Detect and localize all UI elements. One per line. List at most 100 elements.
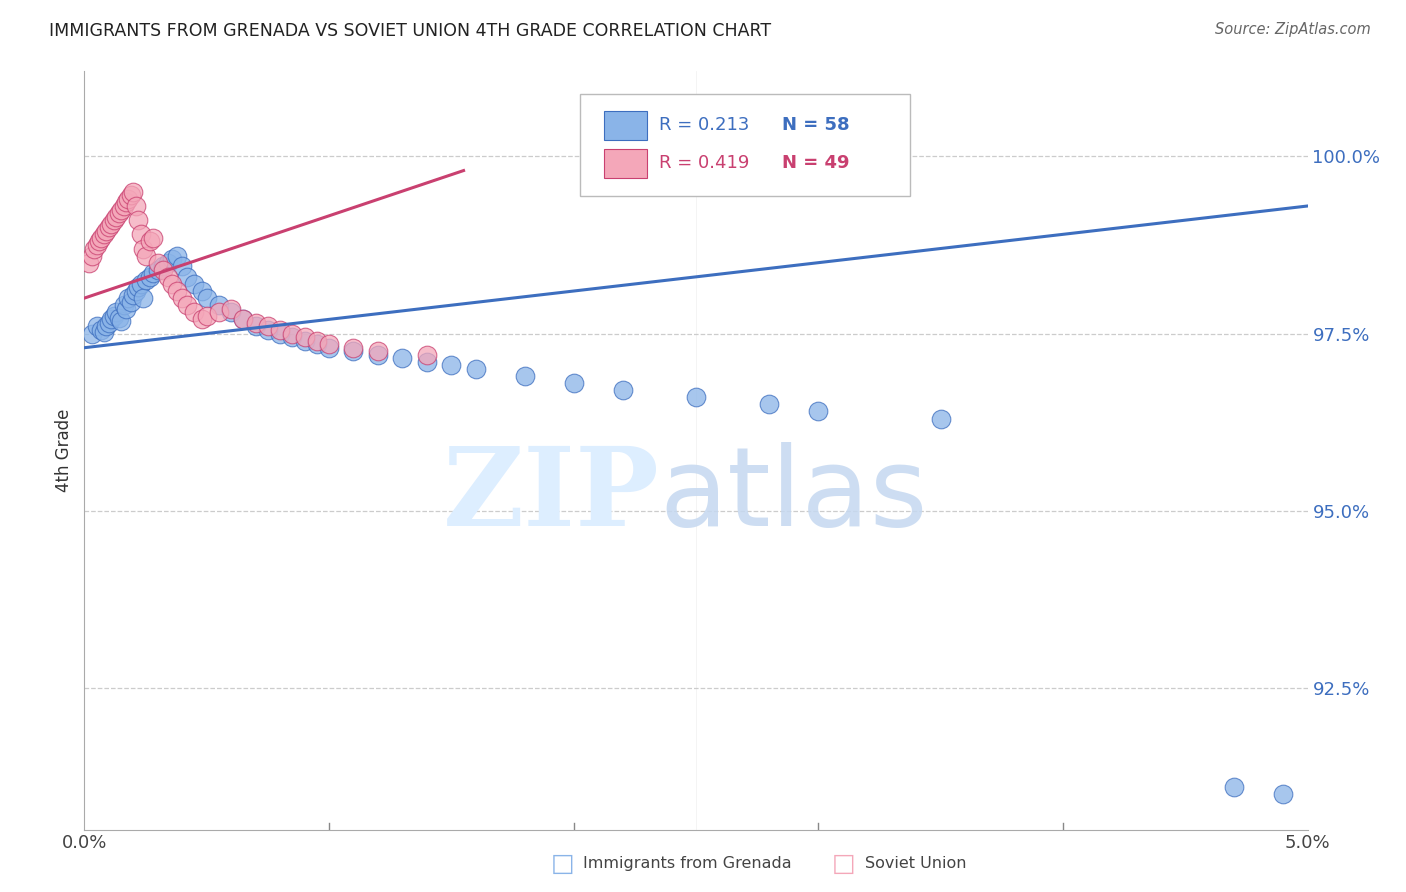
- Point: [132, 291, 155, 305]
- Point: [80, 326, 103, 341]
- Point: [127, 280, 149, 294]
- Point: [146, 262, 169, 277]
- Point: [440, 359, 463, 373]
- Point: [257, 323, 280, 337]
- Point: [183, 277, 205, 291]
- Point: [90, 323, 112, 337]
- Point: [416, 355, 439, 369]
- Point: [86, 238, 108, 252]
- Point: [176, 269, 198, 284]
- Point: [232, 312, 254, 326]
- Point: [294, 334, 316, 348]
- Point: [80, 249, 103, 263]
- Text: IMMIGRANTS FROM GRENADA VS SOVIET UNION 4TH GRADE CORRELATION CHART: IMMIGRANTS FROM GRENADA VS SOVIET UNION …: [49, 22, 772, 40]
- Point: [281, 330, 304, 344]
- Point: [120, 188, 142, 202]
- Point: [139, 235, 162, 249]
- Point: [367, 348, 389, 362]
- Point: [107, 206, 129, 220]
- Point: [110, 202, 132, 217]
- Text: Immigrants from Grenada: Immigrants from Grenada: [583, 856, 792, 871]
- Point: [93, 227, 115, 242]
- Point: [93, 325, 115, 339]
- Point: [103, 309, 125, 323]
- Point: [110, 314, 132, 328]
- Point: [139, 269, 162, 284]
- Point: [87, 235, 110, 249]
- Point: [127, 213, 149, 227]
- FancyBboxPatch shape: [605, 149, 647, 178]
- Point: [100, 312, 122, 326]
- Point: [391, 351, 413, 366]
- Text: atlas: atlas: [659, 442, 928, 549]
- Point: [1272, 787, 1295, 801]
- Point: [129, 227, 152, 242]
- Point: [112, 199, 135, 213]
- Text: Source: ZipAtlas.com: Source: ZipAtlas.com: [1215, 22, 1371, 37]
- Point: [83, 242, 105, 256]
- Point: [758, 397, 780, 411]
- Point: [122, 185, 145, 199]
- Point: [77, 255, 100, 269]
- Point: [208, 305, 231, 319]
- Point: [562, 376, 585, 391]
- Point: [146, 255, 169, 269]
- Point: [219, 301, 242, 316]
- Point: [232, 312, 254, 326]
- Text: ZIP: ZIP: [443, 442, 659, 549]
- Text: N = 58: N = 58: [782, 116, 849, 134]
- Point: [294, 330, 316, 344]
- Text: □: □: [551, 852, 574, 876]
- Text: R = 0.213: R = 0.213: [659, 116, 749, 134]
- Point: [120, 294, 142, 309]
- Point: [132, 242, 155, 256]
- Point: [172, 259, 194, 273]
- Point: [115, 195, 138, 210]
- Point: [685, 390, 707, 404]
- Point: [513, 369, 536, 384]
- Point: [166, 284, 188, 298]
- FancyBboxPatch shape: [579, 95, 910, 196]
- Point: [90, 231, 112, 245]
- Point: [103, 213, 125, 227]
- Point: [257, 319, 280, 334]
- Point: [152, 262, 174, 277]
- Point: [107, 310, 129, 325]
- Text: □: □: [832, 852, 855, 876]
- Point: [117, 192, 139, 206]
- Point: [305, 334, 328, 348]
- Point: [269, 326, 291, 341]
- Point: [245, 316, 267, 330]
- Y-axis label: 4th Grade: 4th Grade: [55, 409, 73, 492]
- Point: [125, 199, 148, 213]
- Point: [367, 344, 389, 359]
- Point: [342, 344, 364, 359]
- Point: [208, 298, 231, 312]
- Point: [117, 291, 139, 305]
- Text: Soviet Union: Soviet Union: [865, 856, 966, 871]
- Point: [1223, 780, 1246, 794]
- Point: [318, 337, 340, 351]
- FancyBboxPatch shape: [605, 111, 647, 140]
- Point: [219, 305, 242, 319]
- Point: [191, 312, 214, 326]
- Point: [464, 362, 486, 376]
- Point: [612, 383, 634, 397]
- Point: [122, 287, 145, 301]
- Point: [152, 259, 174, 273]
- Point: [135, 249, 157, 263]
- Point: [183, 305, 205, 319]
- Point: [115, 301, 138, 316]
- Point: [195, 309, 218, 323]
- Point: [176, 298, 198, 312]
- Text: N = 49: N = 49: [782, 154, 849, 172]
- Point: [105, 305, 128, 319]
- Point: [96, 224, 118, 238]
- Point: [166, 249, 188, 263]
- Point: [281, 326, 304, 341]
- Point: [142, 231, 165, 245]
- Point: [105, 210, 128, 224]
- Point: [245, 319, 267, 334]
- Point: [162, 277, 184, 291]
- Point: [97, 220, 120, 235]
